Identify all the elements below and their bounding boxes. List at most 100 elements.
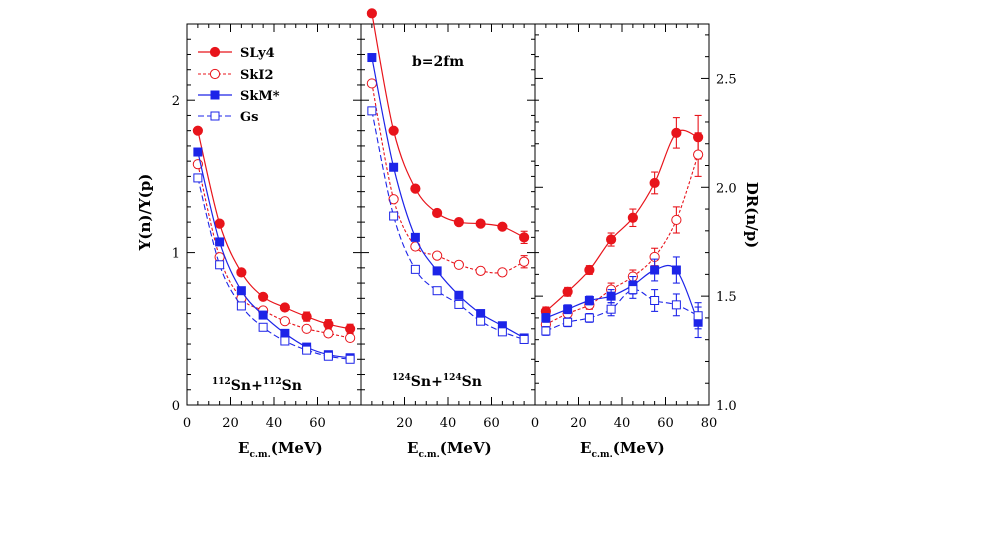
data-point-ski2 (475, 265, 486, 276)
data-point-skm (454, 290, 464, 300)
data-point-gs (628, 285, 638, 295)
legend-label-ski2: SkI2 (240, 68, 274, 83)
series-line-ski2-panel-0 (197, 164, 351, 339)
right-y-tick-label: 2.0 (716, 181, 737, 196)
legend-marker-sly4 (209, 46, 221, 58)
data-point-sly4 (627, 212, 638, 223)
data-point-gs (323, 351, 333, 361)
data-point-gs (476, 316, 486, 326)
data-point-sly4 (671, 127, 682, 138)
series-line-ski2-panel-1 (371, 83, 525, 274)
data-point-gs (215, 260, 225, 270)
data-point-ski2 (301, 323, 312, 334)
data-point-gs (302, 345, 312, 355)
data-point-skm (410, 232, 420, 242)
right-y-tick-label: 1.5 (716, 290, 737, 305)
data-point-skm (215, 237, 225, 247)
impact-parameter-label: b=2fm (412, 54, 464, 70)
legend-label-gs: Gs (240, 110, 258, 125)
data-point-skm (584, 295, 594, 305)
data-point-sly4 (497, 221, 508, 232)
data-point-gs (454, 299, 464, 309)
legend-marker-skm (210, 90, 220, 100)
data-point-gs (258, 322, 268, 332)
right-y-tick-label: 2.5 (716, 72, 737, 87)
x-tick-label: 0 (531, 416, 539, 431)
data-point-gs (432, 286, 442, 296)
data-point-skm (280, 328, 290, 338)
legend-label-sly4: SLy4 (240, 46, 275, 61)
data-point-sly4 (323, 319, 334, 330)
data-point-sly4 (584, 264, 595, 276)
data-point-skm (432, 266, 442, 276)
x-tick-label: 0 (183, 416, 191, 431)
data-point-ski2 (345, 332, 356, 344)
system-label-124: 124Sn+124Sn (392, 373, 482, 390)
data-point-sly4 (388, 125, 399, 136)
data-point-ski2 (519, 256, 530, 267)
data-point-gs (650, 295, 660, 305)
data-point-gs (410, 264, 420, 274)
data-point-gs (367, 106, 377, 116)
panel-frame-dr (534, 23, 710, 406)
data-point-skm (193, 147, 203, 157)
x-tick-label: 60 (309, 416, 326, 431)
data-point-sly4 (410, 183, 421, 194)
data-point-sly4 (258, 291, 269, 302)
x-tick-label: 40 (266, 416, 283, 431)
data-point-skm (671, 265, 681, 275)
data-point-sly4 (192, 125, 203, 136)
data-point-sly4 (432, 207, 443, 219)
data-point-sly4 (453, 217, 464, 228)
data-point-sly4 (301, 311, 312, 322)
x-tick-label: 40 (614, 416, 631, 431)
data-point-gs (280, 336, 290, 346)
x-tick-label: 80 (701, 416, 718, 431)
panel-frame-124 (360, 23, 536, 406)
data-point-ski2 (497, 267, 508, 278)
data-point-sly4 (345, 323, 356, 334)
data-point-sly4 (562, 286, 573, 297)
data-point-sly4 (236, 267, 247, 278)
data-point-ski2 (388, 194, 399, 205)
data-point-sly4 (475, 218, 486, 229)
ticks-layer: 0 1 2 1.0 1.5 2.0 2.5 0 20 40 60 20 40 60 0 20 40 60 80 (172, 23, 737, 431)
data-point-gs (671, 300, 681, 310)
data-point-gs (563, 317, 573, 327)
legend-marker-gs (210, 111, 220, 121)
x-tick-label: 20 (222, 416, 239, 431)
data-point-skm (258, 310, 268, 320)
left-ylabel: Y(n)/Y(p) (136, 174, 154, 252)
xlabel-panel-112: Ec.m.(MeV) (238, 439, 323, 460)
data-point-skm (563, 304, 573, 314)
xlabel-panel-124: Ec.m.(MeV) (407, 439, 492, 460)
data-point-ski2 (453, 259, 464, 270)
data-point-gs (345, 354, 355, 364)
data-point-sly4 (366, 8, 377, 19)
right-ylabel: DR(n/p) (743, 182, 761, 249)
data-point-gs (236, 301, 246, 311)
x-tick-label: 20 (396, 416, 413, 431)
data-point-ski2 (366, 78, 377, 89)
data-point-ski2 (693, 149, 704, 160)
data-point-gs (497, 327, 507, 337)
data-point-skm (606, 291, 616, 301)
data-point-skm (389, 162, 399, 172)
data-point-skm (367, 53, 377, 63)
data-point-skm (541, 313, 551, 323)
data-point-ski2 (323, 328, 334, 339)
right-y-tick-label: 1.0 (716, 399, 737, 414)
data-point-sly4 (279, 302, 290, 313)
plot-layer (192, 8, 704, 364)
left-y-tick-label: 1 (172, 247, 180, 262)
data-point-skm (650, 265, 660, 275)
left-y-tick-label: 0 (172, 399, 180, 414)
left-y-tick-label: 2 (172, 94, 180, 109)
series-line-sly4-panel-0 (197, 130, 351, 330)
data-point-sly4 (519, 232, 530, 243)
x-tick-label: 40 (440, 416, 457, 431)
data-point-sly4 (649, 177, 660, 189)
legend-label-skm: SkM* (240, 89, 280, 104)
legend: SLy4 SkI2 SkM* Gs (198, 46, 280, 125)
data-point-gs (541, 326, 551, 336)
